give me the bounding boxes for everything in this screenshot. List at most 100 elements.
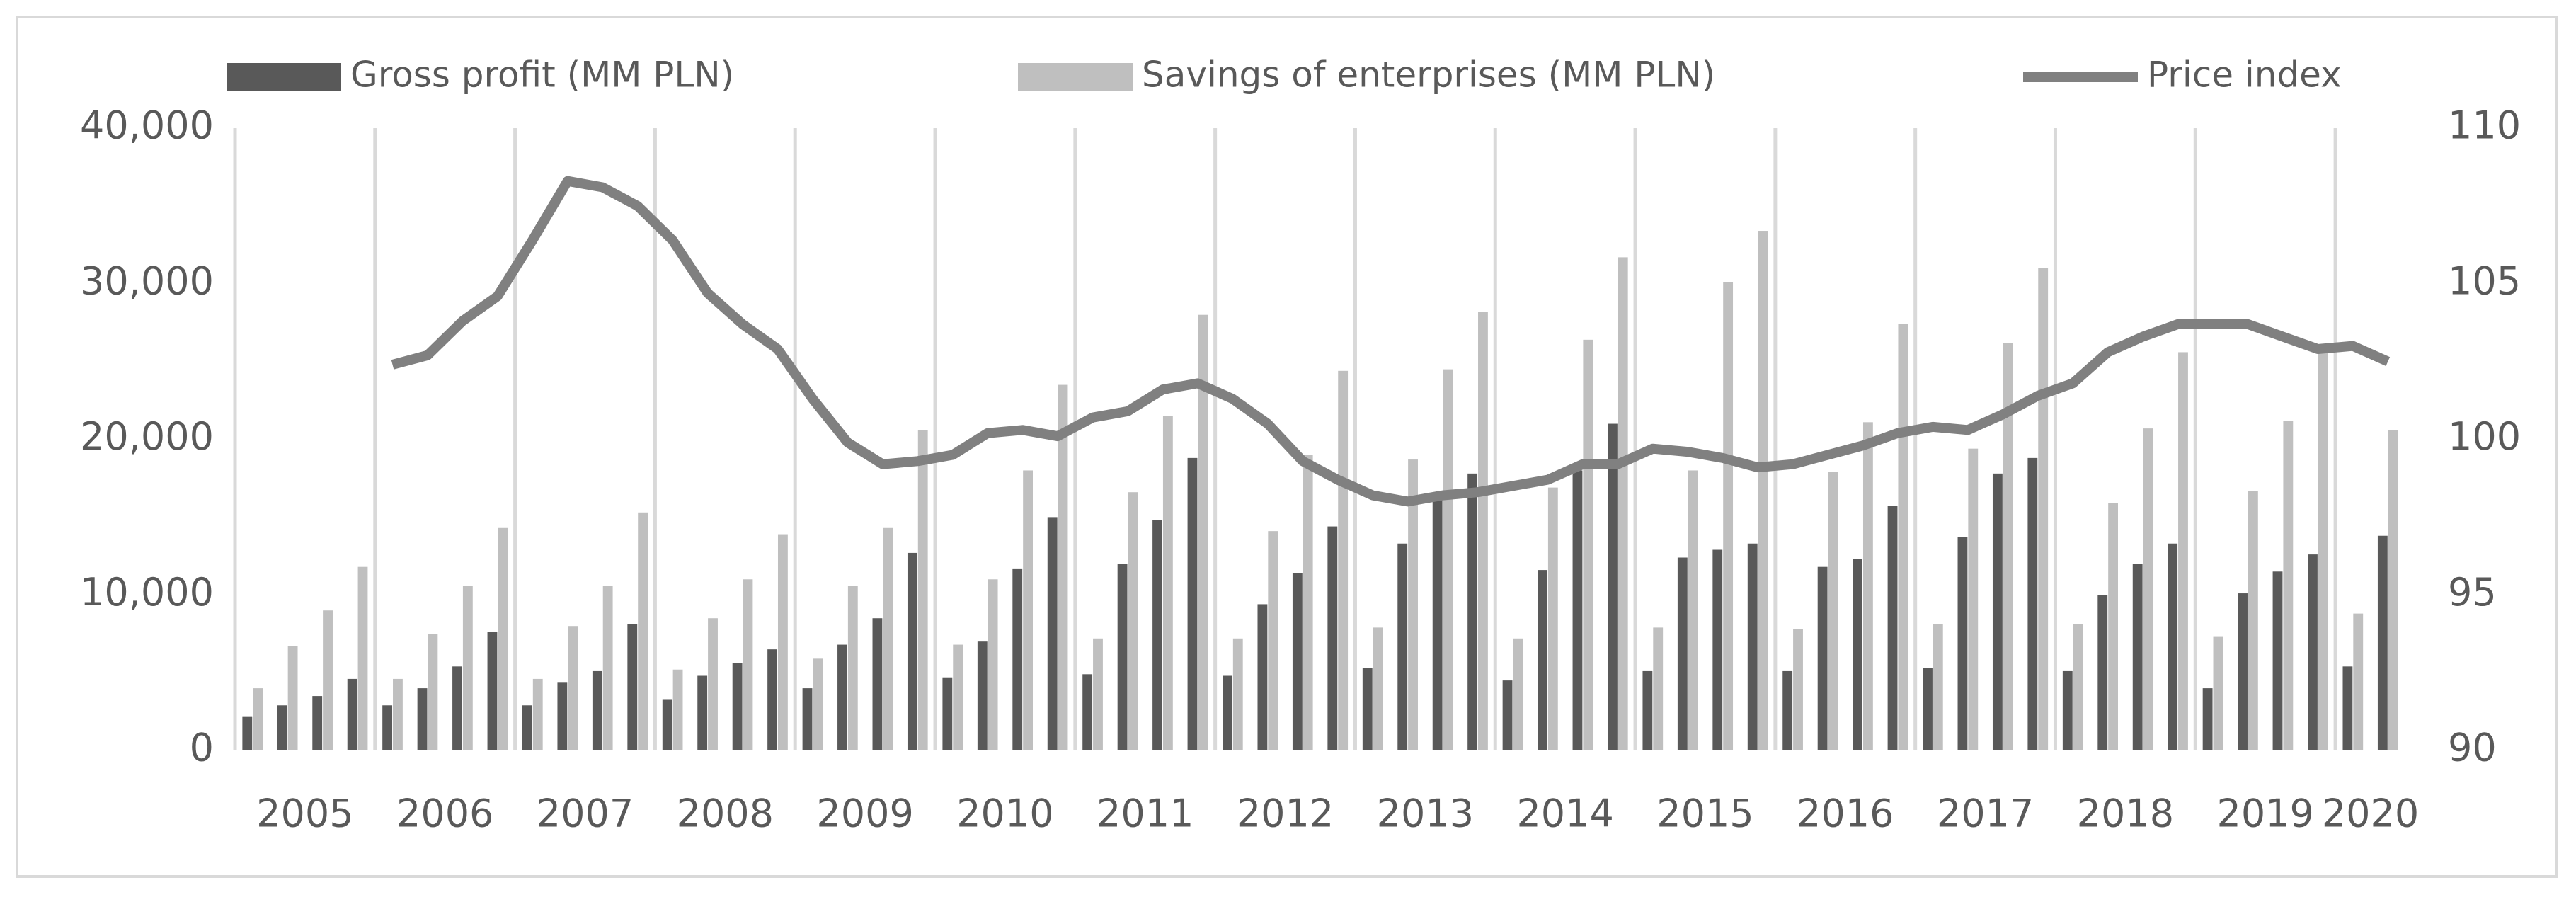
bar bbox=[2272, 571, 2283, 750]
bar bbox=[1408, 459, 1418, 750]
bar bbox=[382, 705, 393, 750]
bar bbox=[697, 675, 708, 750]
bar bbox=[2388, 430, 2398, 750]
bar bbox=[1957, 537, 1968, 750]
bar bbox=[323, 610, 333, 750]
bar bbox=[1782, 670, 1793, 750]
y-tick-label: 40,000 bbox=[80, 103, 214, 148]
bar bbox=[953, 644, 963, 750]
bar bbox=[532, 678, 543, 750]
bar bbox=[847, 586, 858, 750]
bar bbox=[1923, 668, 1933, 750]
bar bbox=[2168, 543, 2178, 750]
bar bbox=[1793, 629, 1803, 750]
x-tick-label: 2015 bbox=[1656, 792, 1753, 836]
bar bbox=[708, 618, 718, 750]
bar bbox=[777, 534, 788, 750]
bar bbox=[1268, 531, 1278, 750]
bar bbox=[1373, 627, 1383, 750]
bar bbox=[802, 688, 813, 750]
bar bbox=[988, 579, 998, 750]
bar bbox=[1198, 314, 1208, 750]
bar bbox=[672, 669, 683, 750]
bar bbox=[498, 527, 508, 750]
bar bbox=[417, 688, 428, 750]
bar bbox=[813, 658, 823, 750]
bar bbox=[1303, 455, 1313, 750]
y2-tick-label: 90 bbox=[2448, 726, 2497, 770]
x-tick-label: 2011 bbox=[1097, 792, 1193, 836]
x-tick-label: 2005 bbox=[256, 792, 353, 836]
bar bbox=[638, 512, 648, 750]
bar bbox=[1712, 549, 1723, 750]
bar bbox=[2377, 535, 2388, 750]
bar bbox=[1047, 517, 1058, 750]
y-tick-label: 0 bbox=[190, 726, 214, 770]
bar bbox=[1162, 416, 1173, 750]
bar bbox=[2238, 593, 2248, 750]
bar bbox=[1082, 674, 1093, 750]
bar bbox=[347, 678, 357, 750]
bar bbox=[1538, 570, 1547, 750]
bar bbox=[592, 670, 602, 750]
x-tick-label: 2019 bbox=[2216, 792, 2313, 836]
bar bbox=[1093, 638, 1103, 750]
bar bbox=[2353, 613, 2364, 750]
legend-swatch bbox=[227, 63, 341, 91]
x-tick-label: 2017 bbox=[1937, 792, 2034, 836]
bar bbox=[917, 430, 928, 750]
bar bbox=[2178, 352, 2188, 750]
bar bbox=[907, 552, 917, 750]
bar bbox=[627, 624, 638, 750]
bar bbox=[242, 716, 253, 750]
bar bbox=[1257, 604, 1268, 750]
bar bbox=[522, 705, 532, 750]
x-tick-label: 2009 bbox=[816, 792, 913, 836]
bar bbox=[2027, 457, 2038, 750]
bar bbox=[277, 705, 287, 750]
legend-swatch bbox=[1018, 63, 1133, 91]
bar bbox=[1898, 324, 1908, 750]
bar bbox=[1572, 470, 1583, 750]
bar bbox=[602, 586, 613, 750]
legend-label: Savings of enterprises (MM PLN) bbox=[1142, 55, 1715, 96]
x-tick-label: 2012 bbox=[1237, 792, 1334, 836]
bar bbox=[1327, 526, 1338, 750]
bar bbox=[253, 688, 263, 750]
bar bbox=[1362, 668, 1373, 750]
x-tick-label: 2014 bbox=[1516, 792, 1613, 836]
bar bbox=[312, 696, 323, 750]
bar bbox=[837, 644, 847, 750]
bar bbox=[568, 626, 578, 750]
bar bbox=[2097, 595, 2108, 750]
y-tick-label: 10,000 bbox=[80, 570, 214, 615]
bar bbox=[1023, 470, 1034, 750]
bar bbox=[452, 666, 462, 750]
bar bbox=[1397, 543, 1408, 750]
bar bbox=[2132, 564, 2143, 750]
bar bbox=[2213, 636, 2223, 750]
bar bbox=[1432, 496, 1443, 750]
bar bbox=[1223, 675, 1232, 750]
bar bbox=[487, 632, 498, 750]
bar bbox=[2248, 491, 2258, 750]
line bbox=[391, 176, 2391, 507]
bar bbox=[2038, 268, 2049, 750]
bar bbox=[1642, 670, 1653, 750]
bar bbox=[1618, 257, 1628, 751]
bar bbox=[1968, 448, 1979, 750]
bar bbox=[1292, 573, 1303, 750]
bar bbox=[1817, 566, 1828, 750]
bar bbox=[1117, 564, 1128, 750]
bar bbox=[1128, 492, 1138, 750]
bar bbox=[1187, 457, 1198, 750]
bar bbox=[872, 618, 883, 750]
bar bbox=[1747, 543, 1758, 750]
bar bbox=[1607, 423, 1618, 750]
x-tick-label: 2008 bbox=[677, 792, 774, 836]
bar bbox=[883, 527, 893, 750]
y2-tick-label: 105 bbox=[2448, 258, 2521, 303]
x-tick-label: 2013 bbox=[1377, 792, 1474, 836]
bar bbox=[462, 586, 473, 750]
